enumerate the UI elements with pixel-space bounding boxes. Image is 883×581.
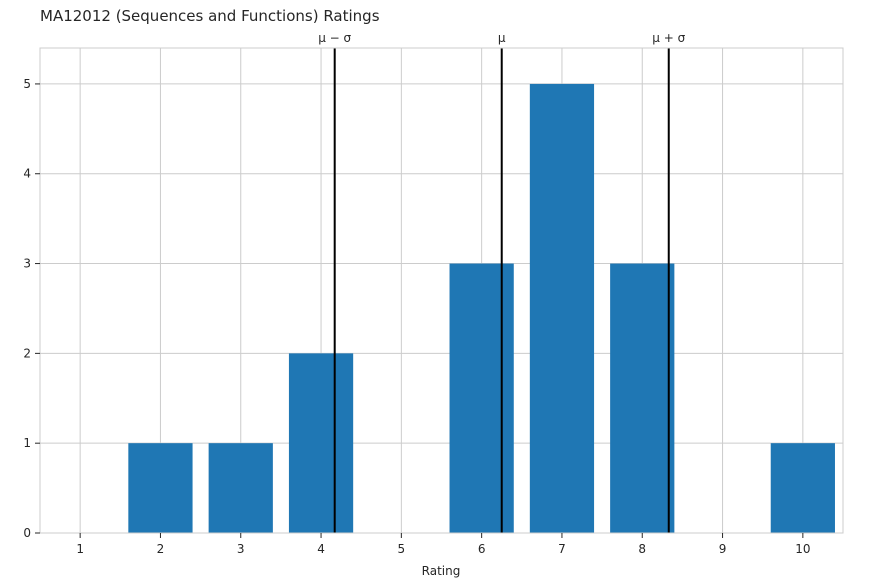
y-tick-label: 3 [23, 257, 31, 271]
plot-border [39, 47, 844, 534]
plot-frame [39, 47, 844, 534]
bar-rating-10 [770, 443, 835, 533]
y-tick-label: 0 [23, 526, 31, 540]
x-tick-label: 10 [795, 542, 810, 556]
x-axis-ticks: 1 2 3 4 5 6 7 8 9 10 [76, 533, 810, 556]
y-tick-label: 4 [23, 167, 31, 181]
x-tick-label: 1 [76, 542, 84, 556]
x-tick-label: 3 [237, 542, 245, 556]
reference-line-label: μ + σ [652, 31, 685, 45]
x-axis-label: Rating [422, 564, 461, 578]
chart-title: MA12012 (Sequences and Functions) Rating… [40, 7, 380, 25]
reference-lines: μ − σ μ μ + σ [318, 31, 686, 533]
bar-rating-2 [128, 443, 193, 533]
x-tick-label: 7 [558, 542, 566, 556]
x-tick-label: 9 [719, 542, 727, 556]
x-tick-label: 8 [638, 542, 646, 556]
reference-line-label: μ − σ [318, 31, 351, 45]
y-tick-label: 2 [23, 346, 31, 360]
bars [128, 83, 835, 533]
y-tick-label: 5 [23, 77, 31, 91]
bar-rating-6 [449, 263, 514, 533]
x-tick-label: 4 [317, 542, 325, 556]
bar-rating-3 [208, 443, 273, 533]
bar-rating-8 [610, 263, 675, 533]
bar-rating-4 [288, 353, 354, 533]
reference-line-label: μ [498, 31, 506, 45]
y-tick-label: 1 [23, 436, 31, 450]
bar-rating-7 [529, 83, 595, 533]
x-tick-label: 2 [157, 542, 165, 556]
y-axis-ticks: 0 1 2 3 4 5 [23, 77, 40, 540]
x-tick-label: 6 [478, 542, 486, 556]
x-tick-label: 5 [398, 542, 406, 556]
